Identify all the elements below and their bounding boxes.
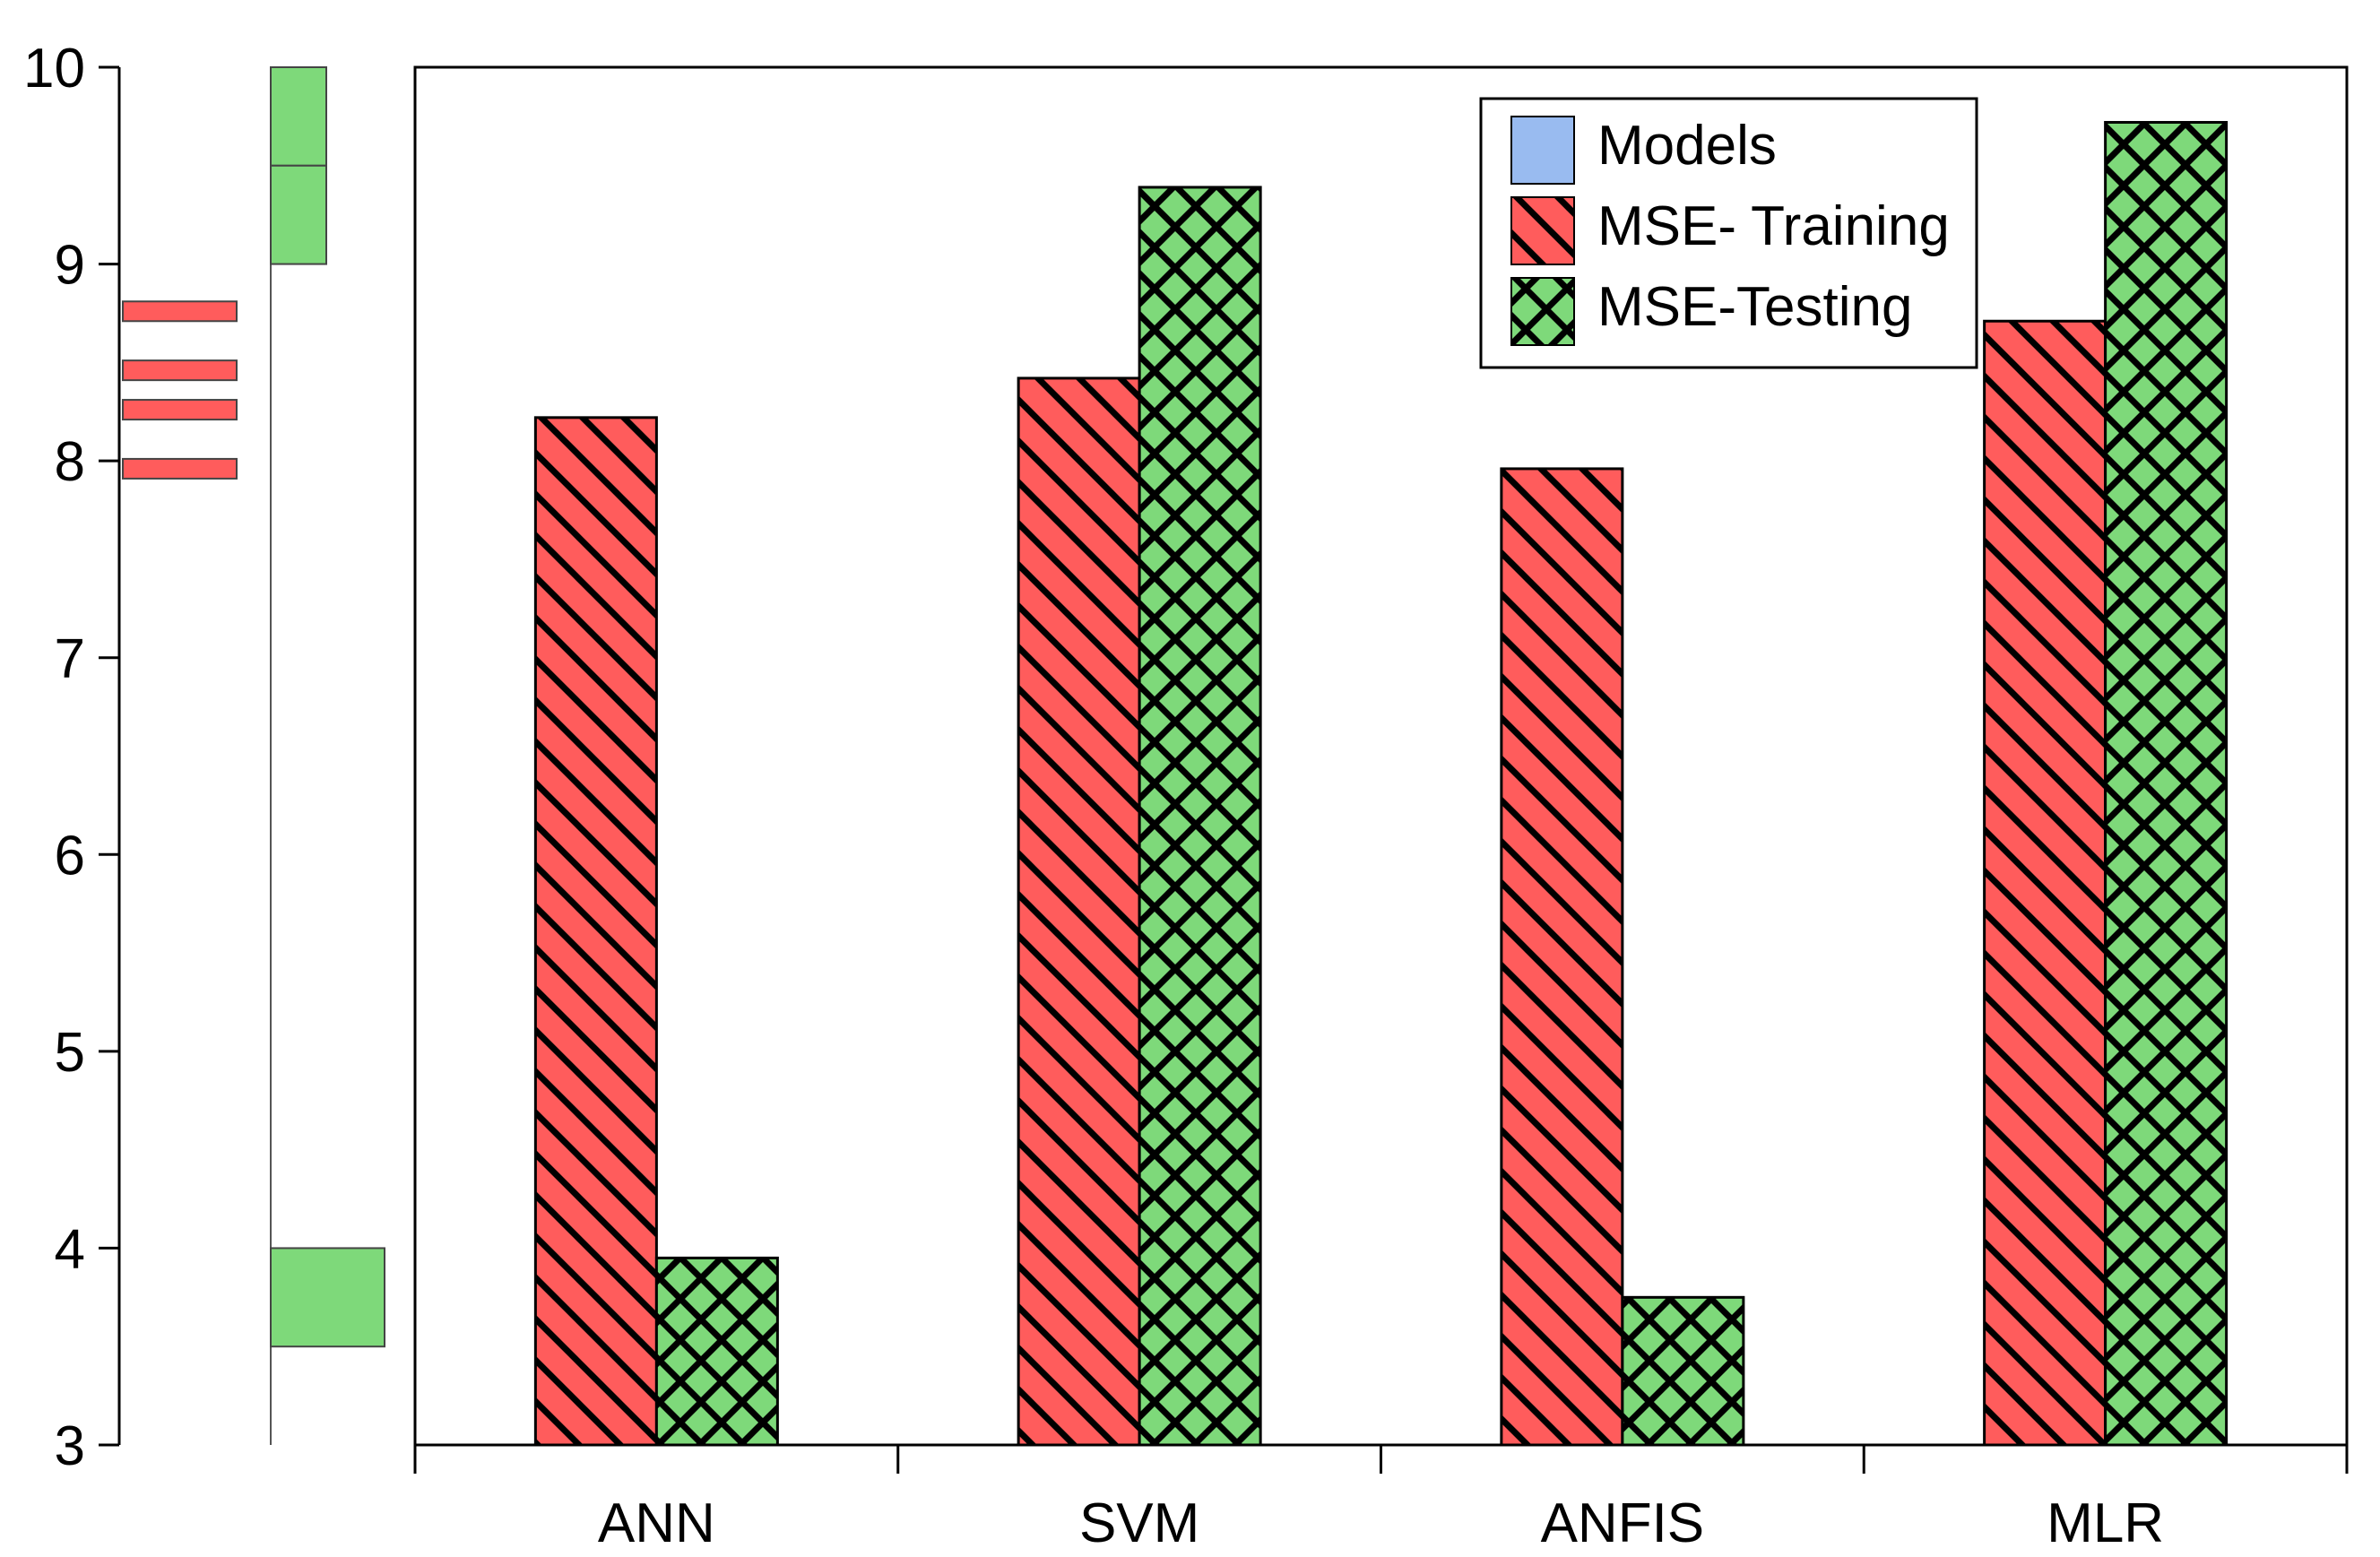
legend-swatch-testing <box>1510 277 1575 346</box>
training-mark-3 <box>122 457 238 480</box>
bar-testing-mlr <box>2104 120 2229 1447</box>
testing-segment-1 <box>270 164 327 265</box>
legend-swatch-training <box>1510 196 1575 265</box>
bars-group <box>533 120 2229 1447</box>
y-tick-label-2: 5 <box>55 1022 85 1084</box>
legend-swatch-models <box>1510 116 1575 185</box>
bar-training-svm <box>1017 376 1141 1447</box>
bar-testing-svm <box>1138 186 1262 1447</box>
y-tick-label-7: 10 <box>23 38 85 99</box>
training-mark-2 <box>122 399 238 421</box>
training-mark-1 <box>122 359 238 382</box>
bar-training-mlr <box>1983 319 2107 1447</box>
legend-label-testing: MSE-Testing <box>1597 276 1912 338</box>
y-tick-label-4: 7 <box>55 628 85 690</box>
legend-label-training: MSE- Training <box>1597 195 1950 257</box>
legend: Models MSE- Training MSE-Testing <box>1479 97 1978 369</box>
x-tick-label-anfis: ANFIS <box>1541 1492 1705 1554</box>
legend-label-models: Models <box>1597 115 1777 177</box>
y-tick-label-1: 4 <box>55 1218 85 1280</box>
bar-training-anfis <box>1500 467 1624 1447</box>
x-tick-label-ann: ANN <box>598 1492 715 1554</box>
bar-training-ann <box>533 416 658 1447</box>
bar-testing-anfis <box>1621 1295 1745 1447</box>
testing-segment-2 <box>270 1247 385 1348</box>
y-tick-label-6: 9 <box>55 235 85 297</box>
testing-segment-0 <box>270 66 327 167</box>
side-strips <box>122 66 385 1445</box>
bar-testing-ann <box>654 1256 779 1447</box>
y-axis: 3 4 5 6 7 8 9 10 <box>23 38 121 1477</box>
x-tick-label-mlr: MLR <box>2047 1492 2164 1554</box>
y-tick-label-5: 8 <box>55 431 85 493</box>
x-axis: ANN SVM ANFIS MLR <box>413 1445 2349 1554</box>
y-tick-label-3: 6 <box>55 825 85 887</box>
y-tick-label-0: 3 <box>55 1415 85 1477</box>
training-mark-0 <box>122 300 238 323</box>
x-tick-label-svm: SVM <box>1079 1492 1199 1554</box>
